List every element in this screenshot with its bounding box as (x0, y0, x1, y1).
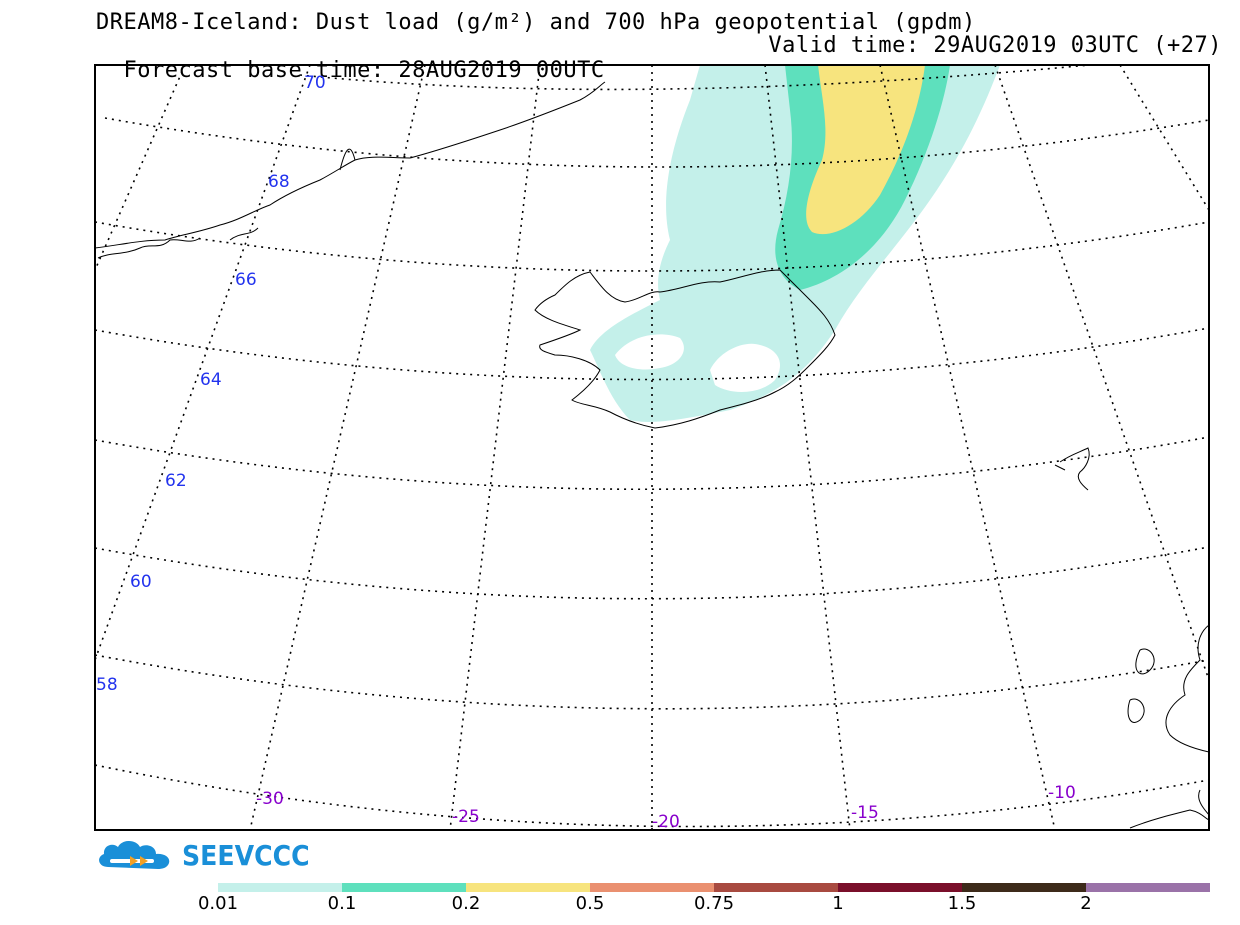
colorbar-swatch (1086, 883, 1210, 892)
lon-label-minus30: -30 (256, 789, 284, 809)
colorbar-label: 0.2 (451, 893, 481, 914)
greenland-coastline (95, 81, 606, 249)
colorbar-swatch (714, 883, 838, 892)
lat-label-66: 66 (235, 270, 257, 290)
colorbar-swatch (590, 883, 714, 892)
clear-area (615, 334, 684, 370)
dust-area-high (806, 65, 925, 235)
lon-label-minus20: -20 (652, 812, 680, 832)
colorbar-label: 0.5 (575, 893, 605, 914)
logo-text: SEEVCCC (182, 838, 310, 872)
lat-label-64: 64 (200, 370, 222, 390)
valid-time: Valid time: 29AUG2019 03UTC (+27) (768, 33, 1222, 58)
meridian-gridlines (95, 65, 1209, 830)
colorbar-label: 1.5 (947, 893, 977, 914)
lat-label-58: 58 (96, 675, 118, 695)
parallel-gridlines (95, 65, 1209, 828)
colorbar-swatch (466, 883, 590, 892)
colorbar-label: 0.1 (327, 893, 357, 914)
colorbar-swatch (838, 883, 962, 892)
colorbar-label: 0.01 (197, 893, 239, 914)
colorbar-label: 0.75 (693, 893, 735, 914)
colorbar-swatch (962, 883, 1086, 892)
faroe-coastline (1054, 447, 1090, 491)
lon-label-minus25: -25 (452, 807, 480, 827)
clear-area (710, 343, 780, 392)
scotland-coastline (1127, 624, 1209, 829)
colorbar-swatch (218, 883, 342, 892)
seevccc-logo: SEEVCCC (94, 835, 324, 875)
colorbar-label: 1 (832, 893, 844, 914)
iceland-coastline (534, 269, 836, 429)
lat-label-60: 60 (130, 572, 152, 592)
map-title: DREAM8-Iceland: Dust load (g/m²) and 700… (96, 10, 976, 35)
lon-label-minus15: -15 (851, 803, 879, 823)
colorbar (218, 883, 1210, 892)
colorbar-swatch (342, 883, 466, 892)
lat-label-62: 62 (165, 471, 187, 491)
lon-label-minus10: -10 (1048, 783, 1076, 803)
colorbar-label: 2 (1080, 893, 1092, 914)
map-frame (94, 64, 1210, 831)
lat-label-70: 70 (304, 73, 326, 93)
lat-label-68: 68 (268, 172, 290, 192)
cloud-logo-icon (99, 841, 170, 869)
greenland-coastline (97, 148, 356, 259)
